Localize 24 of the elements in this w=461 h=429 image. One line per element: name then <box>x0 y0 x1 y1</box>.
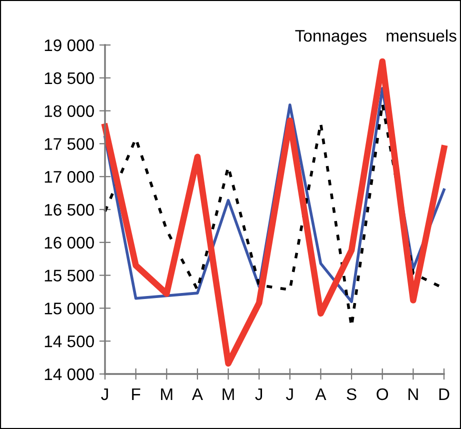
x-tick-label: A <box>315 388 326 400</box>
y-tick-label: 14 000 <box>44 368 94 380</box>
x-tick-label: J <box>286 388 293 400</box>
x-tick-label: N <box>408 388 418 400</box>
y-tick-label: 18 000 <box>44 105 94 118</box>
y-tick-label: 15 500 <box>44 270 94 282</box>
x-tick-label: D <box>439 388 450 400</box>
y-tick-label: 18 500 <box>44 72 94 84</box>
x-tick-label: J <box>101 388 108 400</box>
x-tick-label: F <box>132 388 140 400</box>
x-tick-label: A <box>192 388 203 400</box>
y-tick-label: 15 000 <box>44 302 94 314</box>
x-tick-label: M <box>222 388 234 400</box>
y-tick-label: 16 500 <box>44 204 94 216</box>
y-tick-label: 19 000 <box>44 39 94 52</box>
y-tick-label: 14 500 <box>44 336 94 348</box>
x-tick-label: S <box>346 388 356 400</box>
y-tick-label: 16 000 <box>44 236 94 249</box>
x-tick-label: J <box>255 388 262 400</box>
x-tick-label: M <box>161 388 172 400</box>
y-tick-label: 17 000 <box>44 171 94 183</box>
chart-title: Tonnages mensuels <box>295 29 456 45</box>
y-tick-label: 17 500 <box>44 138 94 150</box>
x-tick-label: O <box>376 388 388 400</box>
